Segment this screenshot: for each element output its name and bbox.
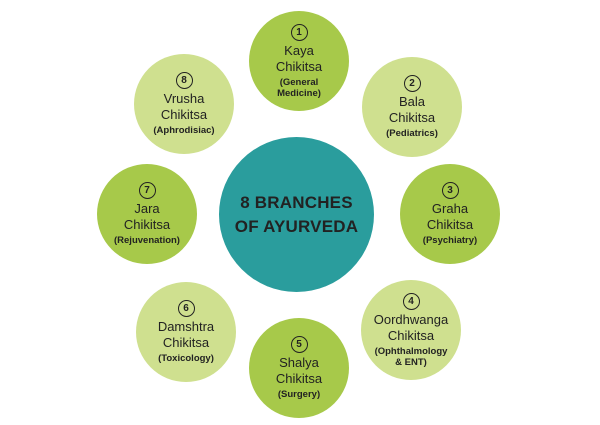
branch-vrusha-chikitsa: 8 Vrusha Chikitsa (Aphrodisiac): [134, 54, 234, 154]
branch-name-line1: Graha: [431, 201, 469, 216]
branch-name-line2: Chikitsa: [388, 110, 436, 125]
branch-desc-line1: (Ophthalmology: [374, 345, 448, 357]
branch-name-line1: Bala: [398, 94, 426, 109]
branch-name-line1: Vrusha: [163, 91, 205, 106]
branch-name-line1: Jara: [134, 201, 160, 216]
branch-desc-line1: (Surgery): [277, 389, 321, 400]
branch-desc-line1: (Pediatrics): [386, 128, 438, 139]
branch-name-line1: Kaya: [284, 42, 314, 58]
branch-number-badge: 6: [177, 300, 195, 317]
branch-desc-line2: Medicine): [277, 87, 321, 99]
branch-name-line2: Chikitsa: [162, 335, 210, 350]
branch-oordhwanga-chikitsa: 4 Oordhwanga Chikitsa (Ophthalmology & E…: [361, 280, 461, 380]
branch-name-line2: Chikitsa: [275, 371, 323, 386]
branch-desc-line1: (Toxicology): [158, 353, 214, 364]
branch-number-badge: 4: [402, 292, 420, 310]
branch-desc-line1: (General: [279, 76, 319, 88]
branch-desc-line1: (Psychiatry): [422, 235, 478, 246]
branch-jara-chikitsa: 7 Jara Chikitsa (Rejuvenation): [97, 164, 197, 264]
branch-name-line1: Damshtra: [157, 319, 215, 334]
branch-number-badge: 1: [290, 23, 308, 41]
branch-number-badge: 7: [138, 182, 156, 199]
branch-desc-line2: & ENT): [395, 356, 427, 368]
branch-name-line2: Chikitsa: [426, 217, 474, 232]
branch-name-line2: Chikitsa: [275, 58, 323, 74]
branch-desc-line1: (Aphrodisiac): [153, 125, 215, 136]
center-circle: 8 BRANCHES OF AYURVEDA: [219, 137, 374, 292]
branch-number-badge: 2: [403, 75, 421, 92]
branch-bala-chikitsa: 2 Bala Chikitsa (Pediatrics): [362, 57, 462, 157]
branch-name-line2: Chikitsa: [160, 107, 208, 122]
branch-kaya-chikitsa: 1 Kaya Chikitsa (General Medicine): [249, 11, 349, 111]
branch-number-badge: 5: [290, 336, 308, 353]
branch-damshtra-chikitsa: 6 Damshtra Chikitsa (Toxicology): [136, 282, 236, 382]
branch-graha-chikitsa: 3 Graha Chikitsa (Psychiatry): [400, 164, 500, 264]
center-title-line2: OF AYURVEDA: [234, 216, 359, 236]
branch-name-line1: Oordhwanga: [373, 311, 449, 327]
center-title-line1: 8 BRANCHES: [240, 192, 353, 212]
branch-number-badge: 8: [175, 72, 193, 89]
branch-shalya-chikitsa: 5 Shalya Chikitsa (Surgery): [249, 318, 349, 418]
branch-number-badge: 3: [441, 182, 459, 199]
branch-name-line1: Shalya: [279, 355, 319, 370]
branch-desc-line1: (Rejuvenation): [114, 235, 180, 246]
branch-name-line2: Chikitsa: [123, 217, 171, 232]
branch-name-line2: Chikitsa: [387, 327, 435, 343]
